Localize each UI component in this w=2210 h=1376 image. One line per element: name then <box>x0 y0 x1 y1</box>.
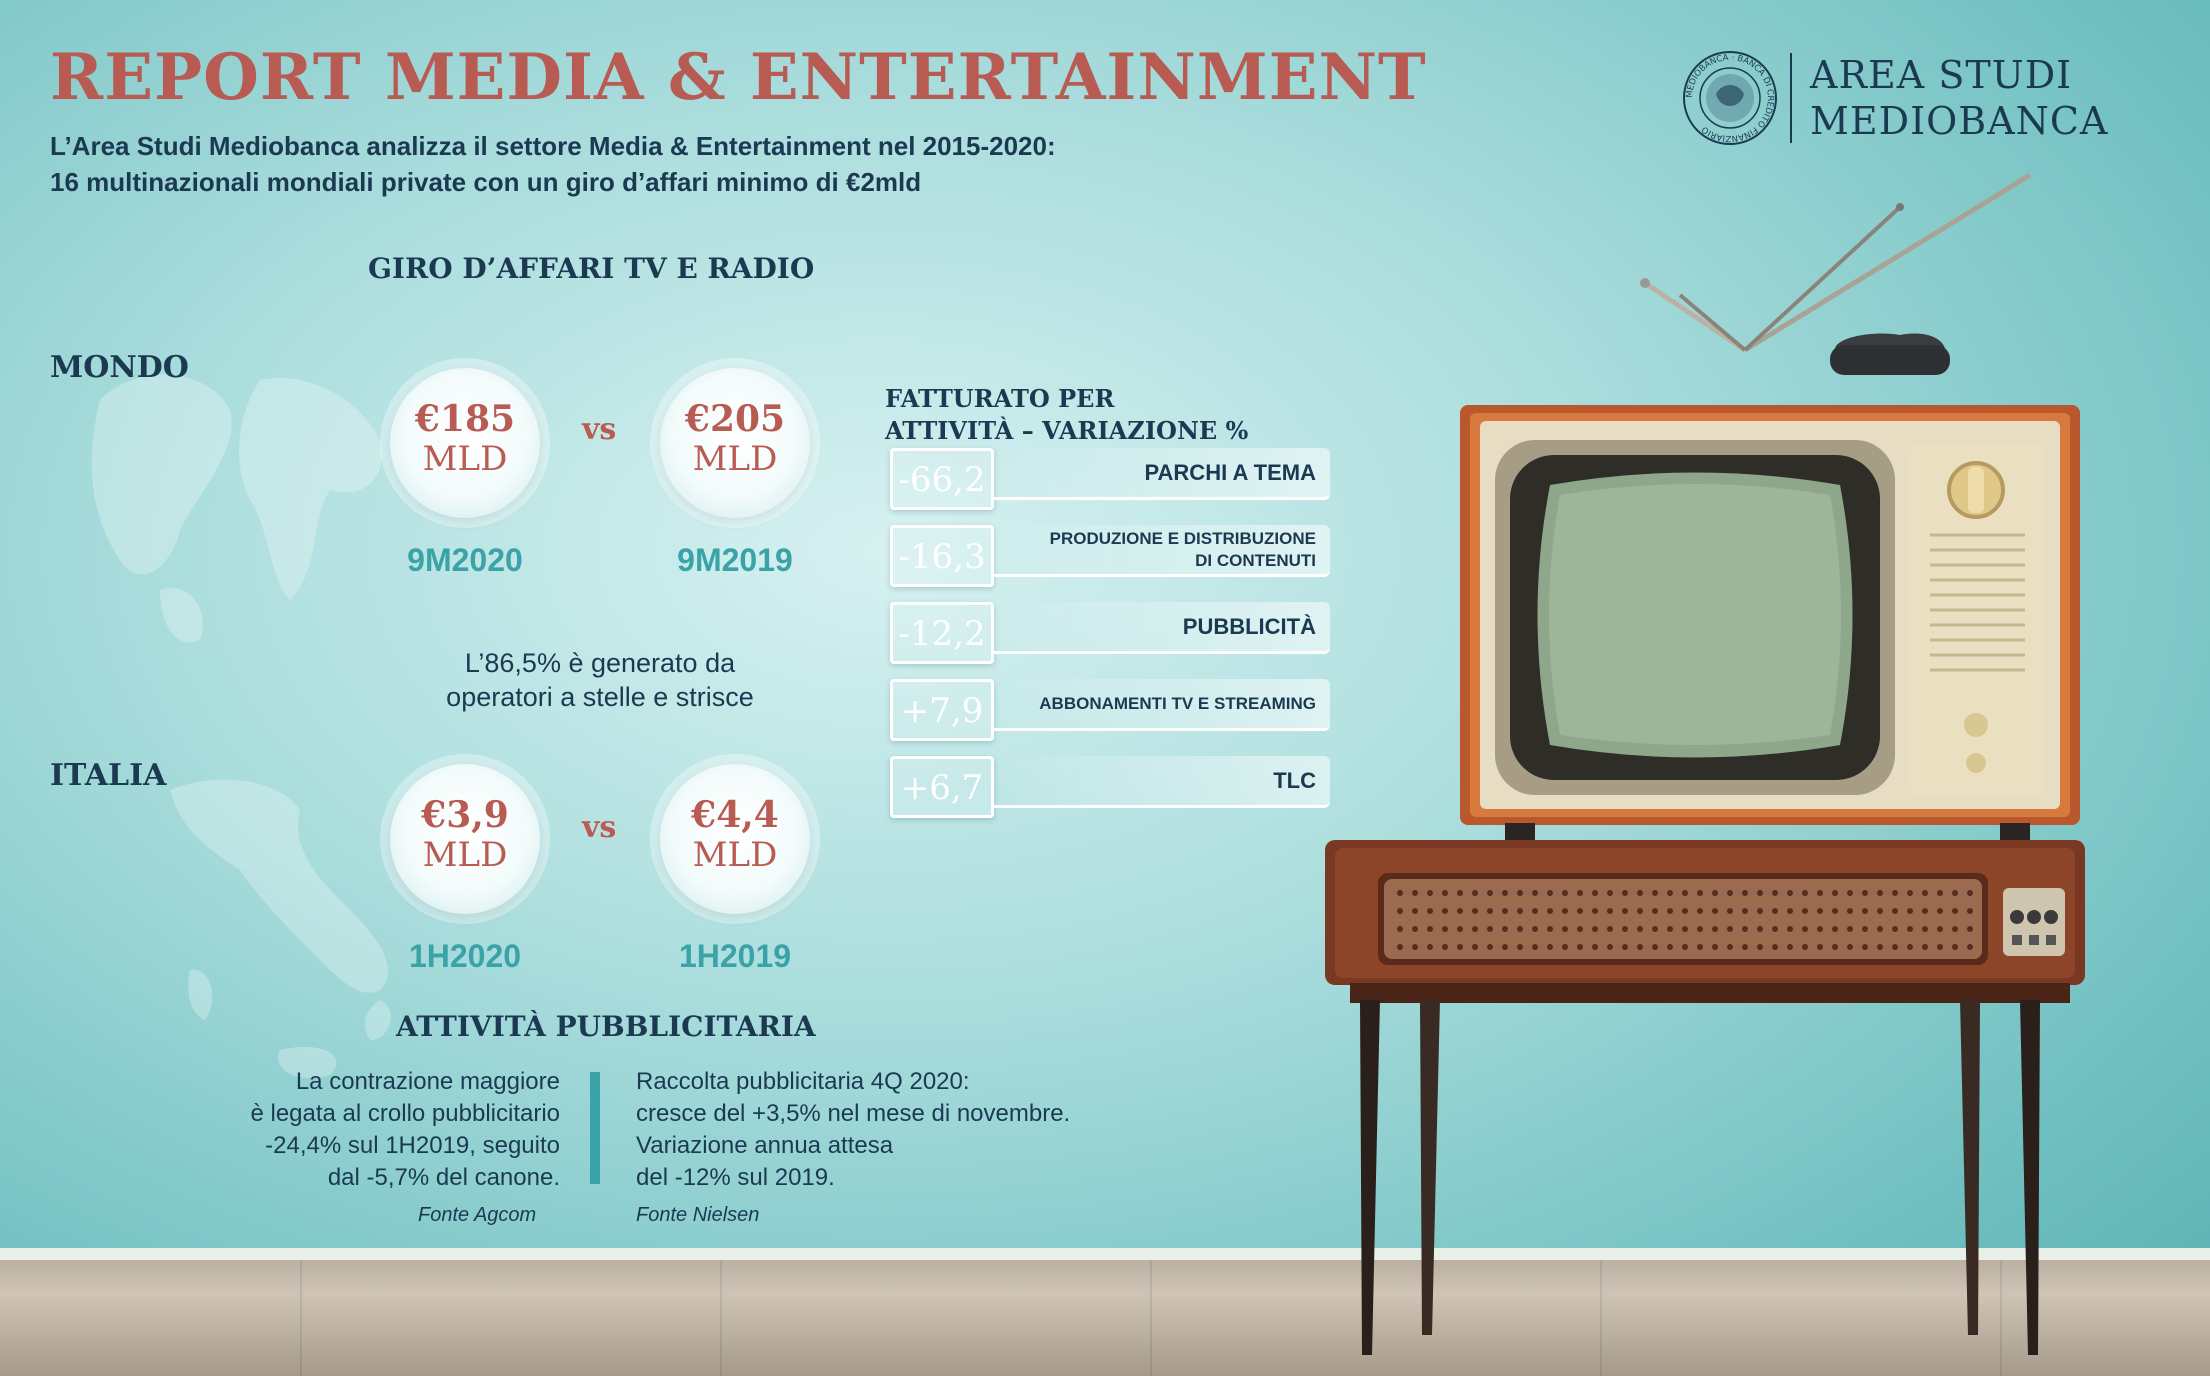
italy-previous-unit: MLD <box>692 835 778 875</box>
italy-current-bubble: €3,9 MLD <box>390 764 540 914</box>
activity-value: -66,2 <box>890 448 994 510</box>
activity-label: PARCHI A TEMA <box>994 448 1330 500</box>
logo-line-2: MEDIOBANCA <box>1810 99 2109 143</box>
activity-row: -16,3 PRODUZIONE E DISTRIBUZIONE DI CONTE… <box>890 525 1330 587</box>
mediobanca-logo: MEDIOBANCA · BANCA DI CREDITO FINANZIARI… <box>1680 48 2108 148</box>
world-previous-period: 9M2019 <box>677 542 793 578</box>
advertising-left-text: La contrazione maggiore è legata al crol… <box>250 1068 560 1191</box>
activity-change-heading-line-2: ATTIVITÀ – VARIAZIONE % <box>885 416 1249 445</box>
activity-row: -66,2 PARCHI A TEMA <box>890 448 1330 510</box>
italy-previous-period: 1H2019 <box>678 938 792 974</box>
vintage-tv-illustration <box>1325 172 2085 1355</box>
us-share-note-line-2: operatori a stelle e strisce <box>446 682 754 712</box>
activity-value: -16,3 <box>890 525 994 587</box>
italy-current-period: 1H2020 <box>408 938 522 974</box>
page-subtitle: L’Area Studi Mediobanca analizza il sett… <box>50 128 1350 200</box>
logo-line-1: AREA STUDI <box>1810 53 2073 97</box>
activity-change-heading: FATTURATO PER ATTIVITÀ – VARIAZIONE % <box>885 383 1248 447</box>
source-nielsen: Fonte Nielsen <box>636 1204 760 1226</box>
italy-label: ITALIA <box>50 758 167 793</box>
italy-map-icon <box>170 779 391 1079</box>
world-current-amount: €185 <box>414 398 516 440</box>
italy-previous-amount: €4,4 <box>691 794 779 836</box>
baseboard <box>0 1248 2210 1260</box>
logo-text: AREA STUDI MEDIOBANCA <box>1810 52 2108 144</box>
world-label: MONDO <box>50 350 189 385</box>
world-current-period: 9M2020 <box>407 542 523 578</box>
activity-value: -12,2 <box>890 602 994 664</box>
source-agcom: Fonte Agcom <box>418 1204 537 1226</box>
world-previous-amount: €205 <box>684 398 786 440</box>
activity-change-heading-line-1: FATTURATO PER <box>885 384 1115 413</box>
italy-current-unit: MLD <box>422 835 508 875</box>
subtitle-line-1: L’Area Studi Mediobanca analizza il sett… <box>50 131 1056 161</box>
mediobanca-seal-icon: MEDIOBANCA · BANCA DI CREDITO FINANZIARI… <box>1683 51 1777 145</box>
activity-value: +6,7 <box>890 756 994 818</box>
world-vs: vs <box>582 412 617 447</box>
activity-label: TLC <box>994 756 1330 808</box>
activity-value: +7,9 <box>890 679 994 741</box>
advertising-divider <box>590 1072 600 1184</box>
page-title: REPORT MEDIA & ENTERTAINMENT <box>50 40 1427 115</box>
activity-row: +6,7 TLC <box>890 756 1330 818</box>
revenue-heading: GIRO D’AFFARI TV E RADIO <box>368 252 815 285</box>
us-share-note: L’86,5% è generato da operatori a stelle… <box>400 646 800 714</box>
world-previous-bubble: €205 MLD <box>660 368 810 518</box>
us-share-note-line-1: L’86,5% è generato da <box>464 648 736 678</box>
italy-vs: vs <box>582 810 617 845</box>
activity-label: ABBONAMENTI TV E STREAMING <box>994 679 1330 731</box>
subtitle-line-2: 16 multinazionali mondiali private con u… <box>50 167 922 197</box>
world-map-icon <box>91 374 382 643</box>
italy-current-amount: €3,9 <box>421 794 509 836</box>
activity-row: -12,2 PUBBLICITÀ <box>890 602 1330 664</box>
activity-label: PUBBLICITÀ <box>994 602 1330 654</box>
advertising-right-text: Raccolta pubblicitaria 4Q 2020: cresce d… <box>636 1068 1071 1191</box>
activity-label: PRODUZIONE E DISTRIBUZIONE DI CONTENUTI <box>994 525 1330 577</box>
advertising-heading: ATTIVITÀ PUBBLICITARIA <box>396 1010 816 1043</box>
logo-divider <box>1790 53 1792 143</box>
activity-row: +7,9 ABBONAMENTI TV E STREAMING <box>890 679 1330 741</box>
italy-previous-bubble: €4,4 MLD <box>660 764 810 914</box>
world-current-bubble: €185 MLD <box>390 368 540 518</box>
world-previous-unit: MLD <box>692 439 778 479</box>
wooden-floor <box>0 1258 2210 1376</box>
world-current-unit: MLD <box>422 439 508 479</box>
